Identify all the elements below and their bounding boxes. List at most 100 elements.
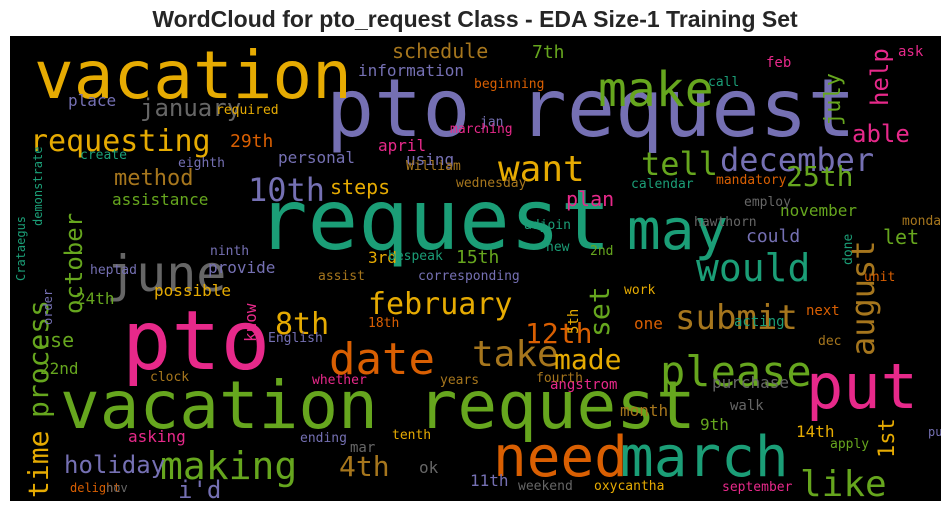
word-ninth: ninth	[210, 244, 249, 259]
word-january: january	[140, 94, 241, 122]
word-whether: whether	[312, 373, 367, 388]
word-tenth: tenth	[392, 428, 431, 443]
word-personal: personal	[278, 148, 355, 167]
word-1st: 1st	[875, 418, 900, 458]
word-next: next	[806, 303, 840, 319]
word-weekend: weekend	[518, 479, 573, 494]
word-employ: employ	[744, 195, 791, 210]
word-steps: steps	[330, 175, 390, 199]
word-provide: provide	[208, 258, 275, 277]
word-marching: marching	[450, 122, 513, 137]
word-2nd: 2nd	[590, 244, 613, 259]
word-delight: delight	[70, 481, 121, 495]
word-i-d: i'd	[178, 476, 221, 501]
word-7th: 7th	[532, 42, 565, 63]
word-years: years	[440, 373, 479, 388]
word-dec: dec	[818, 334, 841, 349]
word-possible: possible	[154, 281, 231, 300]
word-date: date	[329, 334, 435, 385]
word-want: want	[498, 149, 585, 190]
word-vacation: vacation	[34, 37, 352, 114]
word-ending: ending	[300, 431, 347, 446]
word-monday: monday	[902, 214, 941, 229]
word-april: april	[378, 136, 426, 155]
word-5th: 5th	[566, 309, 582, 334]
word-purchase: purchase	[712, 373, 789, 392]
word-fourth: fourth	[536, 371, 583, 386]
word-wednesday: wednesday	[456, 176, 527, 191]
word-march: march	[620, 425, 789, 490]
word-10th: 10th	[248, 171, 325, 209]
word-15th: 15th	[456, 247, 499, 268]
word-18th: 18th	[368, 316, 399, 331]
word-12th: 12th	[525, 317, 592, 350]
word-english: English	[268, 331, 323, 346]
word-acting: acting	[734, 314, 785, 330]
word-september: september	[722, 480, 793, 495]
word-request: request	[257, 171, 611, 269]
word-process: process	[22, 300, 55, 418]
word-plan: plan	[566, 187, 614, 211]
wordcloud-background	[10, 36, 941, 501]
word-apply: apply	[830, 437, 869, 452]
word-month: month	[620, 401, 668, 420]
word-asking: asking	[128, 427, 186, 446]
word-pto-request: pto request	[326, 62, 856, 155]
word-requesting: requesting	[30, 124, 211, 159]
word-place: place	[68, 91, 116, 110]
word-nov: nov	[106, 481, 128, 495]
word-ask: ask	[898, 44, 924, 60]
word-heptad: heptad	[90, 263, 137, 278]
word-august: august	[844, 240, 882, 356]
word-able: able	[852, 120, 910, 148]
word-angstrom: angstrom	[550, 377, 617, 393]
word-vacation-request: vacation request	[60, 367, 696, 444]
word-put: put	[806, 350, 918, 423]
word-let: let	[883, 225, 919, 249]
word-june: june	[106, 245, 226, 303]
word-making: making	[160, 444, 297, 488]
word-done: done	[841, 234, 856, 265]
word-create: create	[80, 148, 127, 163]
word-method: method	[114, 166, 193, 191]
word-would: would	[696, 246, 810, 290]
word-december: december	[720, 141, 874, 179]
word-william: William	[406, 159, 461, 174]
word-hawthorn: hawthorn	[694, 215, 757, 230]
word-crataegus: Crataegus	[14, 216, 28, 281]
word-8th: 8th	[275, 307, 329, 342]
chart-title: WordCloud for pto_request Class - EDA Si…	[152, 6, 798, 32]
word-pull: pull	[928, 425, 941, 439]
word-unit: unit	[864, 270, 895, 285]
word-beginning: beginning	[474, 77, 544, 92]
word-take: take	[472, 334, 559, 375]
word-11th: 11th	[470, 471, 509, 490]
word-one: one	[634, 314, 663, 333]
word-22nd: 22nd	[40, 359, 79, 378]
word-demonstrate: demonstrate	[31, 147, 45, 226]
word-24th: 24th	[76, 289, 115, 308]
word-assist: assist	[318, 269, 365, 284]
word-adjoin: adjoin	[524, 218, 571, 233]
word-bespeak: bespeak	[388, 249, 443, 264]
word-know: know	[241, 303, 260, 342]
word-november: november	[780, 201, 857, 220]
word-corresponding: corresponding	[418, 269, 520, 284]
word-tell: tell	[641, 145, 718, 183]
word-mar: mar	[350, 440, 375, 456]
word-feb: feb	[766, 55, 791, 71]
word-schedule: schedule	[392, 39, 488, 63]
word-new: new	[546, 240, 570, 255]
word-mandatory: mandatory	[716, 173, 787, 188]
word-use: use	[38, 328, 74, 352]
word-holiday: holiday	[64, 451, 165, 479]
word-3rd: 3rd	[368, 248, 397, 267]
word-february: february	[368, 287, 513, 322]
word-using: using	[406, 150, 454, 169]
word-time: time	[22, 431, 55, 498]
word-clock: clock	[150, 370, 189, 385]
word-25th: 25th	[786, 160, 853, 193]
word-oxycantha: oxycantha	[594, 479, 664, 494]
word-set: set	[583, 286, 616, 337]
